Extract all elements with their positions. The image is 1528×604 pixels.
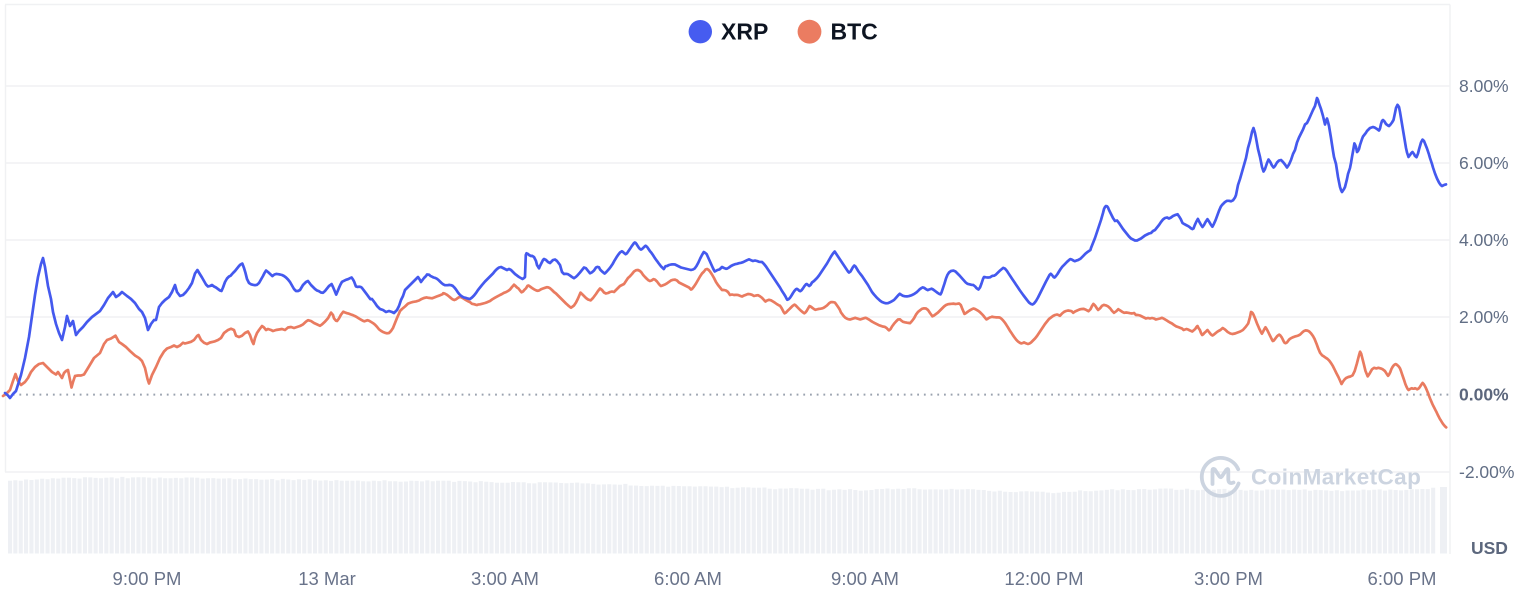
svg-text:-2.00%: -2.00%	[1459, 462, 1514, 482]
svg-text:CoinMarketCap: CoinMarketCap	[1251, 465, 1421, 490]
svg-text:0.00%: 0.00%	[1459, 385, 1509, 405]
svg-text:8.00%: 8.00%	[1459, 76, 1509, 96]
svg-text:13 Mar: 13 Mar	[298, 568, 356, 589]
svg-text:6:00 AM: 6:00 AM	[654, 568, 722, 589]
svg-text:6:00 PM: 6:00 PM	[1368, 568, 1437, 589]
svg-text:6.00%: 6.00%	[1459, 153, 1509, 173]
svg-text:12:00 PM: 12:00 PM	[1004, 568, 1083, 589]
svg-text:3:00 PM: 3:00 PM	[1194, 568, 1263, 589]
svg-text:9:00 PM: 9:00 PM	[113, 568, 182, 589]
svg-text:9:00 AM: 9:00 AM	[831, 568, 899, 589]
svg-text:USD: USD	[1471, 538, 1508, 558]
svg-text:BTC: BTC	[831, 19, 878, 45]
svg-text:4.00%: 4.00%	[1459, 230, 1509, 250]
svg-text:3:00 AM: 3:00 AM	[471, 568, 539, 589]
svg-text:2.00%: 2.00%	[1459, 307, 1509, 327]
svg-text:XRP: XRP	[721, 19, 768, 45]
